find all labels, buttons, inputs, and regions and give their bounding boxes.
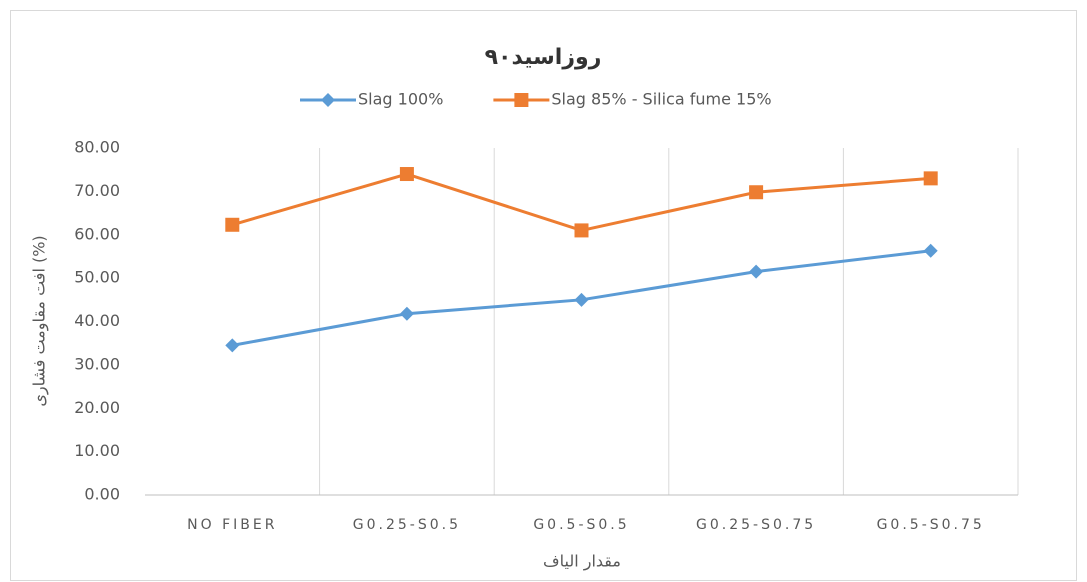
y-tick-label: 60.00 — [74, 224, 120, 243]
x-tick-label: NO FIBER — [187, 517, 277, 533]
marker — [225, 217, 240, 232]
legend-marker — [321, 93, 335, 107]
chart-title: ۹۰روزاسید — [485, 45, 602, 70]
x-tick-label: G0.25-S0.75 — [696, 517, 816, 533]
x-axis-label: مقدار الیاف — [543, 552, 621, 572]
marker — [749, 264, 764, 279]
marker — [399, 306, 414, 321]
marker — [225, 338, 240, 353]
chart-border — [10, 10, 1077, 581]
marker — [399, 167, 414, 182]
legend-label: Slag 85% - Silica fume 15% — [551, 90, 771, 109]
marker — [749, 185, 764, 200]
y-tick-label: 70.00 — [74, 181, 120, 200]
y-tick-label: 30.00 — [74, 354, 120, 373]
legend-marker — [514, 93, 529, 107]
x-tick-label: G0.5-S0.5 — [533, 517, 629, 533]
marker — [923, 171, 938, 186]
y-tick-label: 10.00 — [74, 441, 120, 460]
y-tick-label: 20.00 — [74, 398, 120, 417]
marker — [923, 243, 938, 258]
y-tick-label: 80.00 — [74, 138, 120, 157]
y-tick-label: 50.00 — [74, 268, 120, 287]
marker — [574, 223, 589, 238]
y-tick-label: 0.00 — [84, 485, 120, 504]
legend-label: Slag 100% — [358, 90, 443, 109]
y-tick-label: 40.00 — [74, 311, 120, 330]
marker — [574, 292, 589, 307]
y-axis-label: افت مقاومت فشاری (%) — [30, 235, 50, 406]
x-tick-label: G0.5-S0.75 — [877, 517, 985, 533]
x-tick-label: G0.25-S0.5 — [353, 517, 461, 533]
